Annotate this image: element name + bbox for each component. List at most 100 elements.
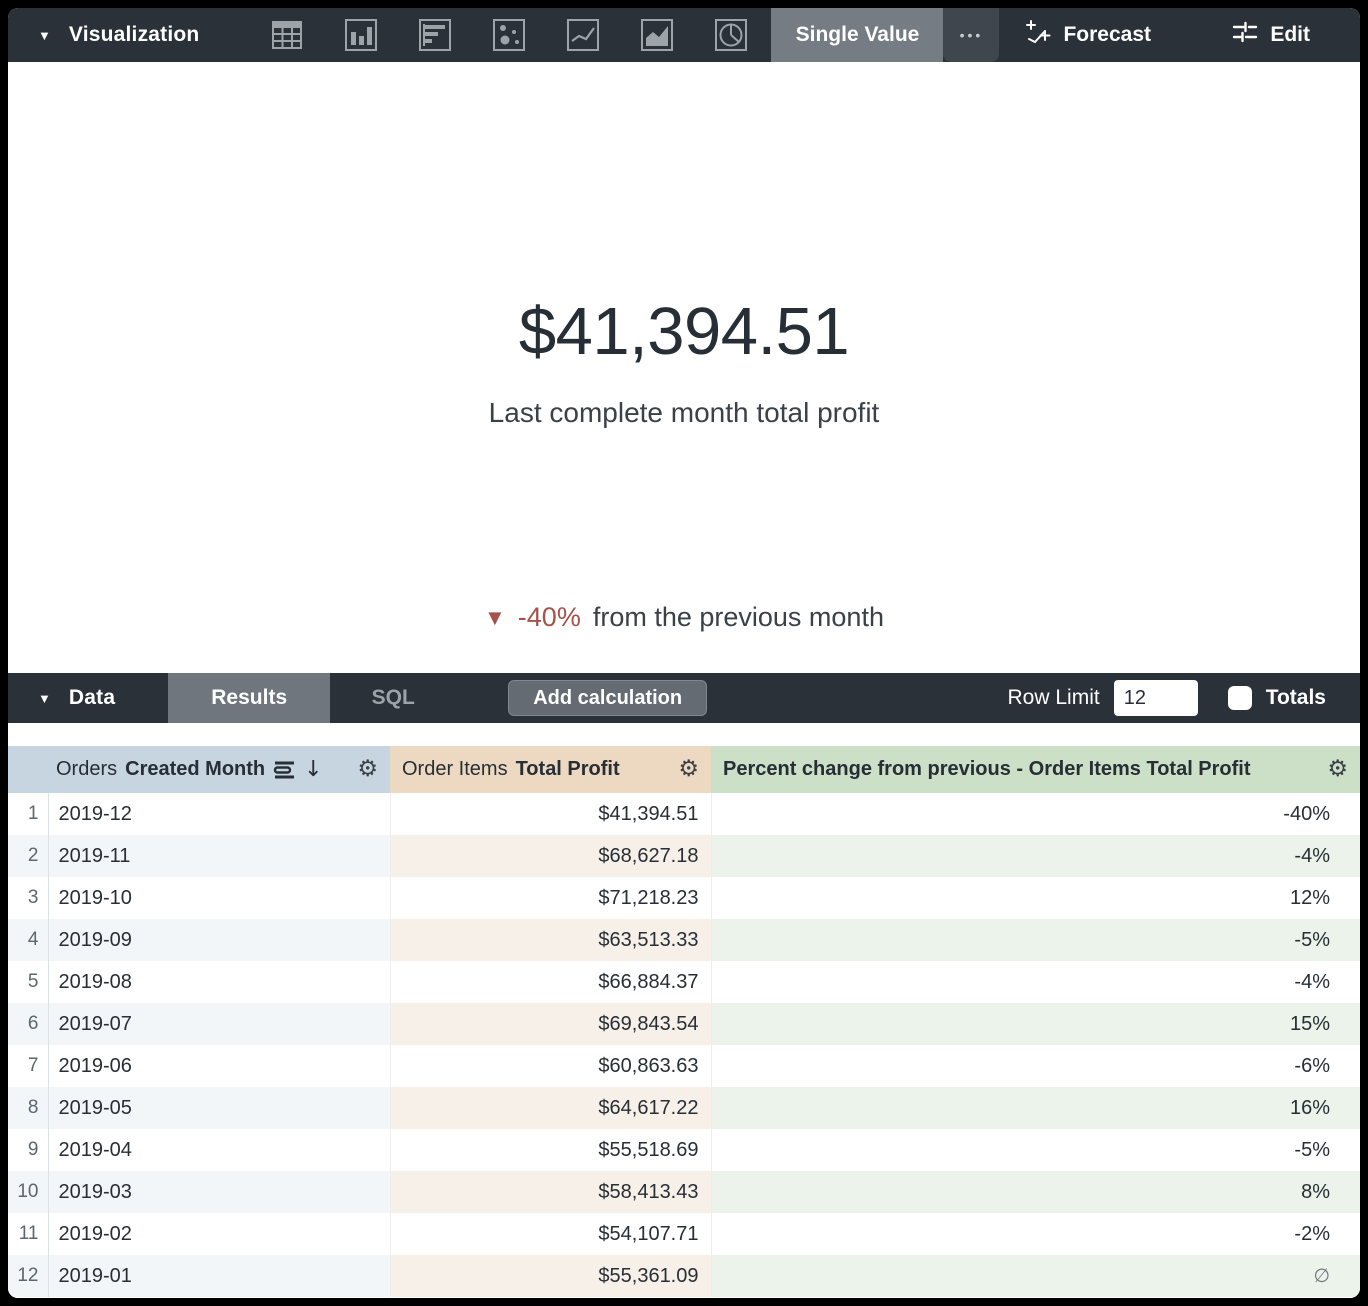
cell-created-month[interactable]: 2019-01 (48, 1255, 390, 1297)
column-settings-gear-icon[interactable]: ⚙ (1327, 756, 1348, 782)
table-chart-icon[interactable] (271, 19, 303, 51)
totals-label: Totals (1265, 686, 1326, 709)
cell-percent-change[interactable]: -4% (710, 835, 1360, 877)
field-name-label: Percent change from previous - Order Ite… (723, 758, 1251, 780)
cell-percent-change[interactable]: -6% (710, 1045, 1360, 1087)
cell-percent-change[interactable]: -5% (710, 919, 1360, 961)
cell-percent-change[interactable]: 8% (710, 1171, 1360, 1213)
cell-total-profit[interactable]: $54,107.71 (389, 1213, 711, 1255)
column-settings-gear-icon[interactable]: ⚙ (357, 756, 378, 782)
totals-checkbox[interactable] (1227, 686, 1252, 710)
table-row: 5 2019-08 $66,884.37 -4% (8, 961, 1360, 1003)
forecast-button[interactable]: Forecast (1025, 8, 1151, 62)
row-number: 9 (8, 1129, 49, 1171)
visualization-section-toggle[interactable]: ▼ Visualization (8, 8, 199, 62)
column-header-created-month[interactable]: Orders Created Month ↓ ⚙ (48, 746, 390, 793)
group-rows-icon[interactable] (273, 760, 296, 780)
cell-created-month[interactable]: 2019-08 (58, 970, 132, 993)
row-number: 4 (8, 919, 49, 961)
cell-percent-change[interactable]: 15% (710, 1003, 1360, 1045)
cell-total-profit[interactable]: $68,627.18 (389, 835, 711, 877)
chevron-down-icon: ▼ (38, 27, 51, 43)
row-number: 1 (8, 793, 49, 835)
forecast-label: Forecast (1063, 23, 1152, 46)
column-header-total-profit[interactable]: Order Items Total Profit ⚙ (390, 746, 711, 793)
single-value-subtitle: Last complete month total profit (488, 397, 880, 428)
cell-percent-change[interactable]: -4% (710, 961, 1360, 1003)
row-number: 11 (8, 1213, 49, 1255)
table-row: 4 2019-09 $63,513.33 -5% (8, 919, 1360, 961)
row-limit-input[interactable] (1113, 680, 1198, 716)
results-table: Orders Created Month ↓ ⚙ Order Items (8, 746, 1360, 1297)
cell-total-profit[interactable]: $63,513.33 (389, 919, 711, 961)
column-header-percent-change[interactable]: Percent change from previous - Order Ite… (711, 746, 1360, 793)
cell-created-month[interactable]: 2019-02 (58, 1222, 132, 1245)
cell-percent-change[interactable]: -5% (710, 1129, 1360, 1171)
cell-total-profit[interactable]: $66,884.37 (389, 961, 711, 1003)
line-chart-icon[interactable] (567, 19, 600, 51)
cell-total-profit[interactable]: $55,361.09 (389, 1255, 711, 1297)
tab-single-value[interactable]: Single Value (771, 8, 944, 62)
cell-total-profit[interactable]: $55,518.69 (389, 1129, 711, 1171)
cell-created-month[interactable]: 2019-09 (48, 919, 390, 961)
row-number: 10 (8, 1171, 49, 1213)
bar-chart-icon[interactable] (345, 19, 378, 51)
cell-created-month[interactable]: 2019-04 (58, 1138, 132, 1161)
row-number: 12 (8, 1255, 49, 1297)
pie-chart-icon[interactable] (715, 19, 748, 51)
table-row: 1 2019-12 $41,394.51 -40% (8, 793, 1360, 835)
down-triangle-icon: ▼ (484, 604, 506, 630)
sort-descending-icon[interactable]: ↓ (304, 757, 323, 782)
visualization-label: Visualization (68, 23, 200, 46)
cell-total-profit[interactable]: $60,863.63 (389, 1045, 711, 1087)
single-value: $41,394.51 (518, 294, 850, 369)
tab-sql[interactable]: SQL (330, 673, 456, 723)
tab-sql-label: SQL (371, 686, 415, 709)
cell-percent-change[interactable]: -2% (710, 1213, 1360, 1255)
data-section-toggle[interactable]: ▼ Data (8, 673, 115, 723)
edit-label: Edit (1270, 23, 1310, 46)
table-row: 3 2019-10 $71,218.23 12% (8, 877, 1360, 919)
viz-type-picker (271, 8, 748, 62)
edit-button[interactable]: Edit (1232, 8, 1310, 62)
table-header-row: Orders Created Month ↓ ⚙ Order Items (8, 746, 1360, 793)
table-row: 11 2019-02 $54,107.71 -2% (8, 1213, 1360, 1255)
cell-total-profit[interactable]: $64,617.22 (389, 1087, 711, 1129)
field-name-label: Total Profit (515, 758, 620, 780)
view-name-label: Order Items (402, 758, 508, 780)
cell-total-profit[interactable]: $41,394.51 (389, 793, 711, 835)
view-name-label: Orders (56, 758, 118, 780)
horizontal-bar-chart-icon[interactable] (419, 19, 452, 51)
chevron-down-icon: ▼ (38, 690, 51, 706)
cell-percent-change[interactable]: -40% (710, 793, 1360, 835)
table-row: 12 2019-01 $55,361.09 ∅ (8, 1255, 1360, 1297)
cell-created-month[interactable]: 2019-06 (58, 1054, 132, 1077)
cell-created-month[interactable]: 2019-07 (48, 1003, 390, 1045)
cell-percent-change[interactable]: 12% (710, 877, 1360, 919)
column-settings-gear-icon[interactable]: ⚙ (678, 756, 699, 782)
cell-created-month[interactable]: 2019-03 (48, 1171, 390, 1213)
row-limit-label: Row Limit (1007, 686, 1100, 709)
more-viz-types-button[interactable]: ••• (943, 8, 1000, 62)
table-row: 10 2019-03 $58,413.43 8% (8, 1171, 1360, 1213)
cell-created-month[interactable]: 2019-05 (48, 1087, 390, 1129)
tab-results[interactable]: Results (168, 673, 331, 723)
scatter-chart-icon[interactable] (493, 19, 526, 51)
results-table-body: 1 2019-12 $41,394.51 -40% 2 2019-11 $68,627.18… (8, 793, 1360, 1297)
cell-total-profit[interactable]: $58,413.43 (389, 1171, 711, 1213)
forecast-sparkle-icon (1025, 19, 1051, 51)
cell-created-month[interactable]: 2019-12 (58, 802, 132, 825)
cell-total-profit[interactable]: $71,218.23 (389, 877, 711, 919)
area-chart-icon[interactable] (641, 19, 674, 51)
cell-created-month[interactable]: 2019-11 (48, 835, 390, 877)
table-row: 9 2019-04 $55,518.69 -5% (8, 1129, 1360, 1171)
cell-total-profit[interactable]: $69,843.54 (389, 1003, 711, 1045)
cell-percent-change[interactable]: ∅ (710, 1255, 1360, 1297)
cell-created-month[interactable]: 2019-10 (58, 886, 132, 909)
row-number: 8 (8, 1087, 49, 1129)
add-calculation-button[interactable]: Add calculation (508, 680, 708, 716)
explore-window: ▼ Visualization Single Value ••• Forecas… (8, 8, 1360, 1298)
table-row: 7 2019-06 $60,863.63 -6% (8, 1045, 1360, 1087)
cell-percent-change[interactable]: 16% (710, 1087, 1360, 1129)
row-number: 2 (8, 835, 49, 877)
